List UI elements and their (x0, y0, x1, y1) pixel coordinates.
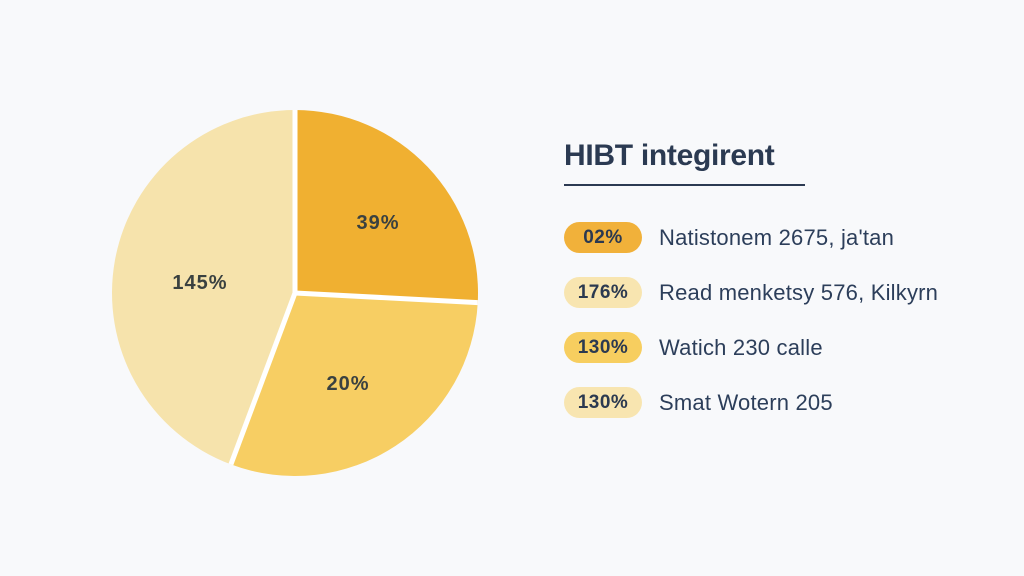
legend-item-label: Watich 230 calle (659, 334, 823, 360)
pie-slice-value-label: 39% (356, 212, 399, 234)
page-title: HIBT integirent (564, 139, 775, 172)
title-underline (564, 184, 805, 186)
legend: 02% Natistonem 2675, ja'tan 176% Read me… (564, 222, 1004, 418)
legend-item: 176% Read menketsy 576, Kilkyrn (564, 277, 1004, 308)
legend-badge: 130% (564, 387, 642, 418)
legend-item: 02% Natistonem 2675, ja'tan (564, 222, 1004, 253)
pie-slice-value-label: 145% (172, 272, 227, 294)
legend-panel: HIBT integirent 02% Natistonem 2675, ja'… (564, 138, 1004, 442)
legend-item-label: Read menketsy 576, Kilkyrn (659, 279, 939, 305)
legend-item: 130% Watich 230 calle (564, 332, 1004, 363)
pie-slice-separator (294, 290, 478, 306)
pie-slice-value-label: 20% (326, 373, 369, 395)
legend-badge: 130% (564, 332, 642, 363)
legend-item-label: Natistonem 2675, ja'tan (659, 224, 895, 250)
pie-slice-separator (228, 292, 298, 466)
pie-slice-20% (230, 293, 478, 476)
pie-slice-145% (111, 109, 295, 465)
legend-item-label: Smat Wotern 205 (659, 389, 833, 415)
legend-badge: 02% (564, 222, 642, 253)
legend-badge: 176% (564, 277, 642, 308)
pie-slice-39% (295, 110, 479, 303)
legend-item: 130% Smat Wotern 205 (564, 387, 1004, 418)
